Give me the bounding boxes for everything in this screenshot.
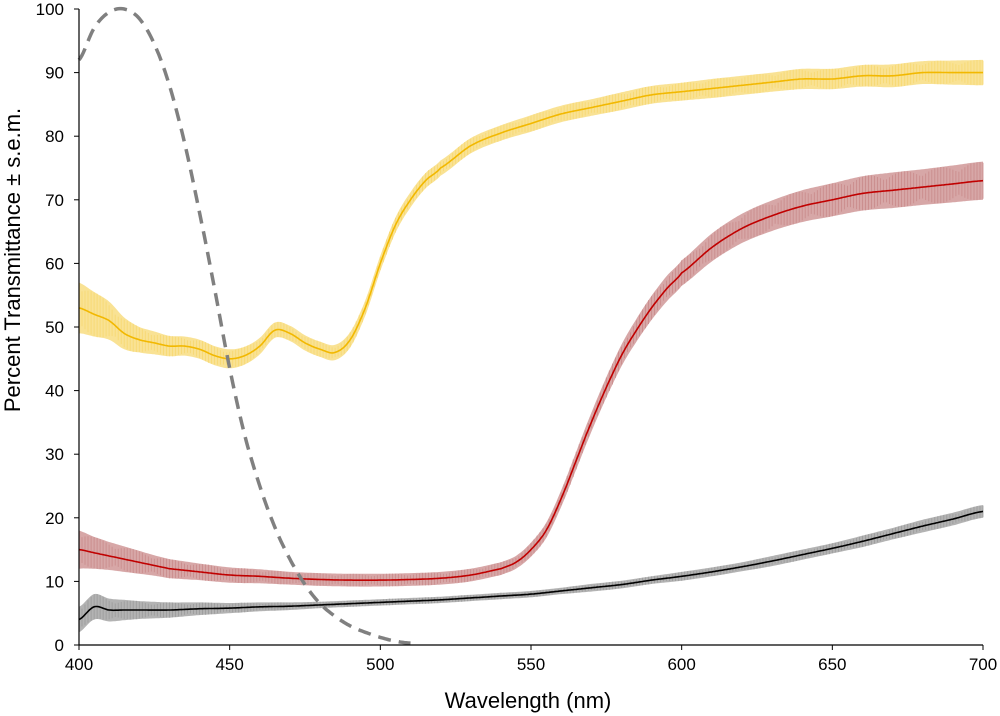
y-tick-label-5: 50	[45, 318, 64, 337]
series-line-0	[78, 71, 983, 360]
y-tick-label-1: 10	[45, 572, 64, 591]
y-tick-label-8: 80	[45, 127, 64, 146]
error-bands	[78, 59, 984, 633]
x-tick-label-4: 600	[667, 655, 695, 674]
series-line-3	[77, 6, 411, 645]
y-tick-label-10: 100	[36, 0, 64, 19]
x-tick-label-0: 400	[65, 655, 93, 674]
error-ticks-0	[78, 60, 984, 367]
y-tick-label-2: 20	[45, 509, 64, 528]
x-tick-label-1: 450	[215, 655, 243, 674]
error-band-1	[79, 161, 983, 587]
y-tick-label-9: 90	[45, 64, 64, 83]
x-tick-label-6: 700	[969, 655, 997, 674]
y-axis-title: Percent Transmittance ± s.e.m.	[0, 108, 25, 412]
y-tick-label-6: 60	[45, 254, 64, 273]
tick-labels: 400 450 500 550 600 650 700 0 10 20 30 40 50 60 70 80 90…	[36, 0, 998, 674]
series-line-1	[78, 179, 984, 581]
series-line-2	[78, 510, 984, 621]
y-tick-label-0: 0	[55, 636, 64, 655]
error-ticks-1	[78, 162, 984, 587]
y-tick-label-3: 30	[45, 445, 64, 464]
y-tick-label-7: 70	[45, 191, 64, 210]
x-tick-label-3: 550	[517, 655, 545, 674]
x-tick-label-2: 500	[366, 655, 394, 674]
y-tick-label-4: 40	[45, 382, 64, 401]
series-lines	[77, 6, 984, 645]
error-band-0	[79, 59, 983, 369]
x-axis-title: Wavelength (nm)	[445, 688, 612, 713]
axes	[74, 8, 984, 650]
x-tick-label-5: 650	[818, 655, 846, 674]
